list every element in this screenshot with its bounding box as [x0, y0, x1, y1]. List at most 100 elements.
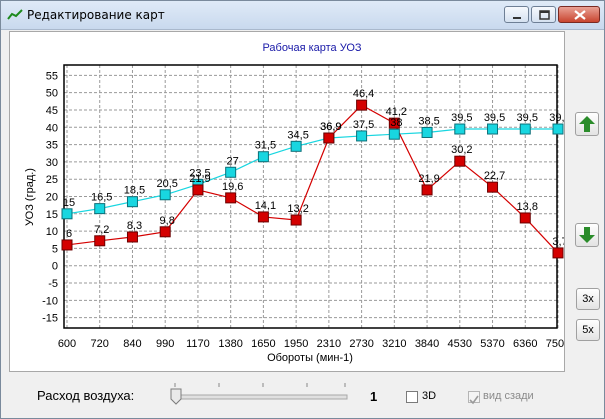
data-point-marker — [356, 130, 368, 142]
y-tick-label: 5 — [52, 243, 58, 255]
arrow-up-icon — [579, 116, 595, 132]
data-point-marker — [257, 211, 269, 223]
y-tick-label: 15 — [46, 209, 58, 221]
x-tick-label: 4530 — [448, 338, 472, 350]
plot-frame — [63, 64, 558, 329]
zoom-3x-button[interactable]: 3x — [576, 288, 600, 310]
decrease-button[interactable] — [575, 223, 599, 247]
data-point-marker — [192, 184, 204, 196]
data-point-marker — [388, 128, 400, 140]
x-tick-label: 6360 — [513, 338, 537, 350]
data-point-marker — [421, 184, 433, 196]
data-label: 9,8 — [160, 215, 175, 227]
y-tick-label: 30 — [46, 157, 58, 169]
y-tick-label: 50 — [46, 88, 58, 100]
data-label: 41,2 — [386, 106, 407, 118]
data-label: 39,5 — [549, 112, 564, 124]
data-point-marker — [487, 181, 499, 193]
data-point-marker — [552, 247, 564, 259]
x-tick-label: 990 — [156, 338, 174, 350]
data-point-marker — [454, 123, 466, 135]
x-tick-label: 1380 — [218, 338, 242, 350]
data-point-marker — [356, 99, 368, 111]
chart-panel[interactable]: 55 50 45 40 35 30 25 20 15 10 5 0 -5 -10 -15 600 720 840 9… — [9, 31, 565, 372]
data-point-marker — [388, 117, 400, 129]
y-tick-label: 35 — [46, 140, 58, 152]
data-label: 3,7 — [552, 236, 564, 248]
zoom-5x-button[interactable]: 5x — [576, 319, 600, 341]
data-point-marker — [159, 189, 171, 201]
increase-button[interactable] — [575, 112, 599, 136]
air-flow-slider[interactable] — [169, 382, 349, 408]
data-point-marker — [487, 123, 499, 135]
x-tick-label: 600 — [58, 338, 76, 350]
data-label: 21,9 — [189, 173, 210, 185]
check-mark-icon — [469, 395, 479, 405]
y-tick-label: 0 — [52, 261, 58, 273]
data-point-marker — [290, 140, 302, 152]
x-tick-label: 7500 — [546, 338, 564, 350]
slider-ticks — [174, 383, 346, 387]
slider-thumb[interactable] — [170, 388, 182, 405]
y-tick-label: 45 — [46, 105, 58, 117]
data-point-marker — [290, 214, 302, 226]
x-tick-label: 5370 — [480, 338, 504, 350]
data-point-marker — [61, 239, 73, 251]
zoom-5x-label: 5x — [582, 324, 594, 336]
close-button[interactable] — [558, 6, 600, 23]
data-point-marker — [519, 123, 531, 135]
data-point-marker — [225, 166, 237, 178]
minimize-button[interactable] — [504, 6, 529, 23]
zoom-3x-label: 3x — [582, 293, 594, 305]
title-bar[interactable]: Редактирование карт — [1, 1, 604, 30]
data-label: 39,5 — [517, 112, 538, 124]
data-label: 15 — [63, 197, 75, 209]
data-label: 19,6 — [222, 181, 243, 193]
data-label: 46,4 — [353, 88, 374, 100]
y-tick-label: 40 — [46, 122, 58, 134]
data-label: 8,3 — [127, 220, 142, 232]
data-label: 23,5 — [189, 167, 210, 179]
x-tick-label: 3210 — [382, 338, 406, 350]
data-label: 38,5 — [418, 115, 439, 127]
data-label: 13,8 — [517, 201, 538, 213]
data-label: 38 — [390, 117, 402, 129]
checkbox-3d[interactable] — [406, 391, 418, 403]
data-point-marker — [61, 208, 73, 220]
y-tick-label: 25 — [46, 174, 58, 186]
y-tick-label: -10 — [42, 295, 58, 307]
data-label: 27 — [227, 155, 239, 167]
x-tick-label: 720 — [91, 338, 109, 350]
data-point-marker — [159, 226, 171, 238]
data-point-marker — [257, 151, 269, 163]
series-line — [66, 128, 558, 215]
y-tick-label: 55 — [46, 70, 58, 82]
data-point-marker — [126, 196, 138, 208]
y-tick-label: -15 — [42, 313, 58, 325]
y-tick-label: -5 — [48, 278, 58, 290]
y-tick-label: 20 — [46, 192, 58, 204]
data-label: 34,5 — [287, 129, 308, 141]
close-icon — [574, 10, 586, 20]
data-point-marker — [225, 192, 237, 204]
minimize-icon — [513, 17, 521, 19]
data-label: 21,9 — [418, 173, 439, 185]
maximize-button[interactable] — [531, 6, 556, 23]
data-point-marker — [519, 212, 531, 224]
arrow-down-icon — [579, 227, 595, 243]
maximize-icon — [539, 10, 550, 20]
data-label: 7,2 — [94, 224, 109, 236]
x-axis-label: Обороты (мин-1) — [267, 352, 353, 364]
data-label: 30,2 — [451, 144, 472, 156]
data-label: 14,1 — [255, 200, 276, 212]
data-label: 22,7 — [484, 170, 505, 182]
checkbox-rear-view[interactable] — [468, 391, 480, 405]
series-line — [66, 104, 559, 254]
y-tick-label: 10 — [46, 226, 58, 238]
slider-track — [170, 394, 348, 400]
data-label: 13,2 — [287, 203, 308, 215]
chart-title: Рабочая карта УОЗ — [262, 42, 361, 54]
x-tick-label: 1950 — [284, 338, 308, 350]
